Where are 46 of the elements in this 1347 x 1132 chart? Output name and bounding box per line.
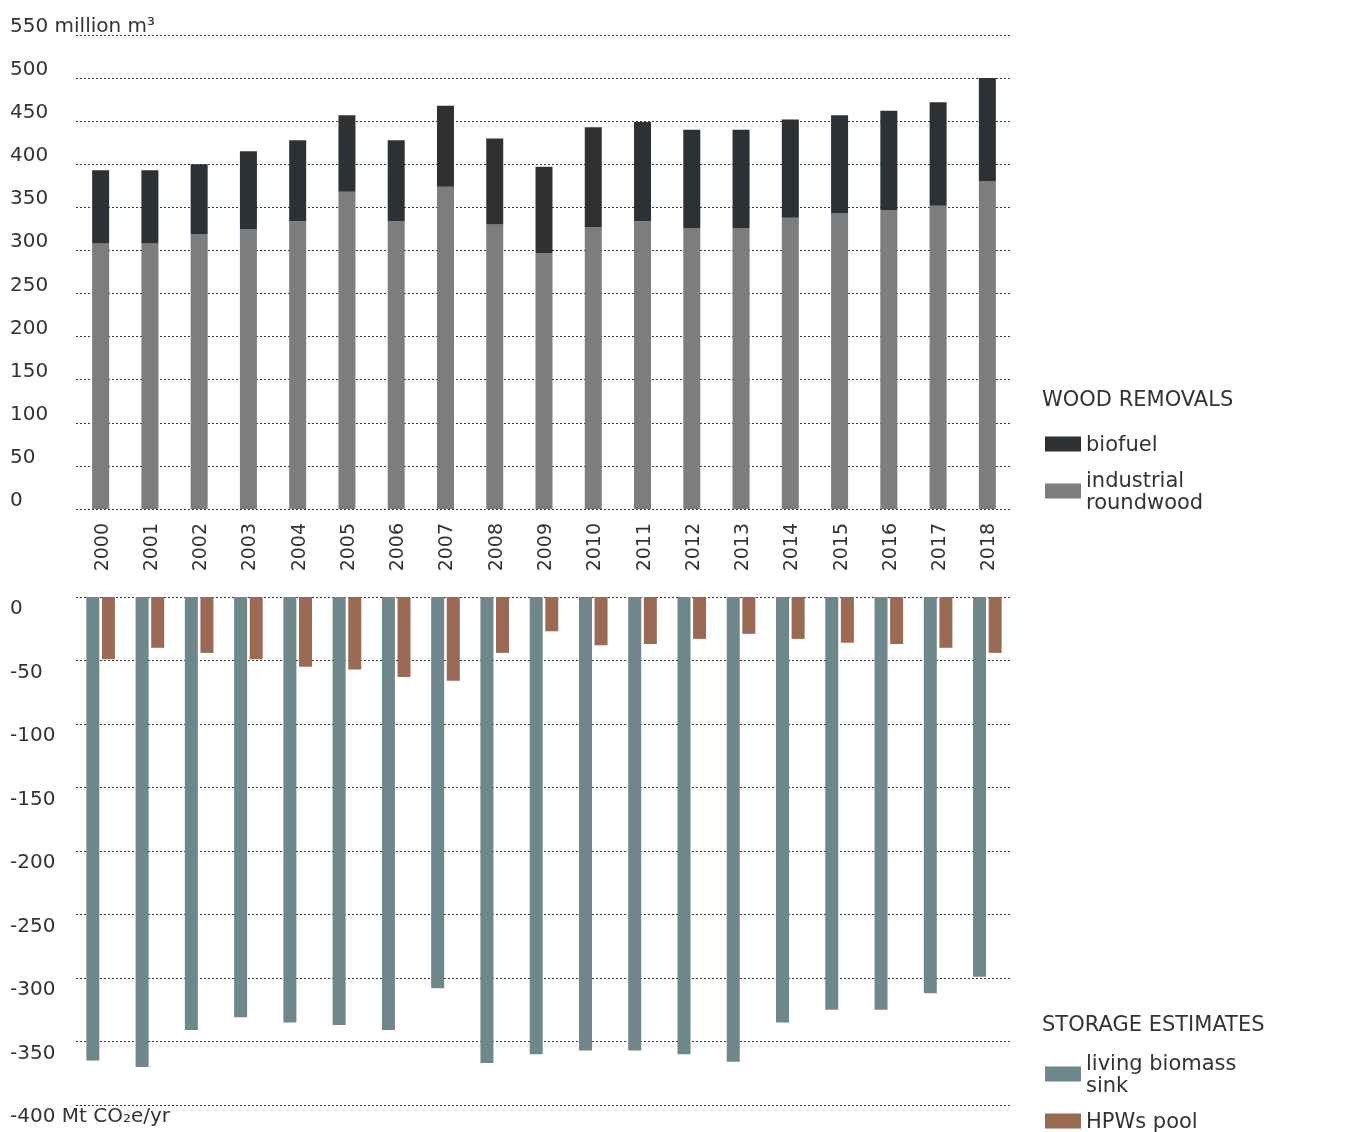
y-tick-label: -50 xyxy=(10,658,43,683)
x-tick-label: 2018 xyxy=(976,523,999,572)
x-tick-label: 2001 xyxy=(138,523,161,572)
y-tick-label: 250 xyxy=(10,271,49,296)
legend-label: industrial roundwood xyxy=(1086,468,1204,514)
x-tick-label: 2017 xyxy=(927,523,950,572)
y-tick-label: 150 xyxy=(10,357,49,382)
y-tick-label: 300 xyxy=(10,228,49,253)
y-tick-label: -350 xyxy=(10,1039,56,1064)
x-tick-label: 2016 xyxy=(877,523,900,572)
x-tick-label: 2007 xyxy=(434,523,457,572)
y-tick-label: -300 xyxy=(10,976,56,1000)
y-tick-label: 500 xyxy=(10,56,49,81)
y-tick-label: 350 xyxy=(10,185,49,210)
y-tick-label: 400 xyxy=(10,142,49,167)
x-tick-label: 2015 xyxy=(828,523,851,572)
y-tick-label: 200 xyxy=(10,314,49,339)
x-tick-label: 2013 xyxy=(730,523,753,572)
x-tick-label: 2008 xyxy=(483,523,506,572)
legend-title: WOOD REMOVALS xyxy=(1042,386,1234,411)
x-tick-label: 2005 xyxy=(335,523,358,572)
x-tick-label: 2000 xyxy=(89,523,112,572)
x-tick-label: 2006 xyxy=(385,523,408,572)
y-tick-label: 100 xyxy=(10,400,49,425)
y-tick-label: -150 xyxy=(10,785,56,810)
y-tick-label: -100 xyxy=(10,722,56,746)
x-tick-label: 2004 xyxy=(286,523,309,572)
y-tick-label: 550 million m³ xyxy=(10,13,156,37)
x-tick-label: 2012 xyxy=(680,523,703,572)
x-tick-label: 2009 xyxy=(533,523,555,572)
y-tick-label: -250 xyxy=(10,912,56,937)
x-tick-label: 2002 xyxy=(188,523,211,572)
y-tick-label: 50 xyxy=(10,443,36,468)
legend-label: HPWs pool xyxy=(1086,1109,1198,1132)
x-tick-label: 2010 xyxy=(582,523,605,572)
y-tick-label: 0 xyxy=(10,487,23,511)
legend-label: biofuel xyxy=(1086,432,1158,456)
y-tick-label: 450 xyxy=(10,99,49,124)
y-tick-label: 0 xyxy=(10,595,23,619)
legend-title: STORAGE ESTIMATES xyxy=(1042,1011,1265,1036)
x-tick-label: 2011 xyxy=(631,523,654,572)
legend-label: living biomass sink xyxy=(1086,1051,1244,1097)
x-tick-label: 2014 xyxy=(779,523,802,572)
y-tick-label: -400 Mt CO₂e/yr xyxy=(10,1103,171,1127)
x-tick-label: 2003 xyxy=(237,523,260,572)
y-tick-label: -200 xyxy=(10,849,56,873)
